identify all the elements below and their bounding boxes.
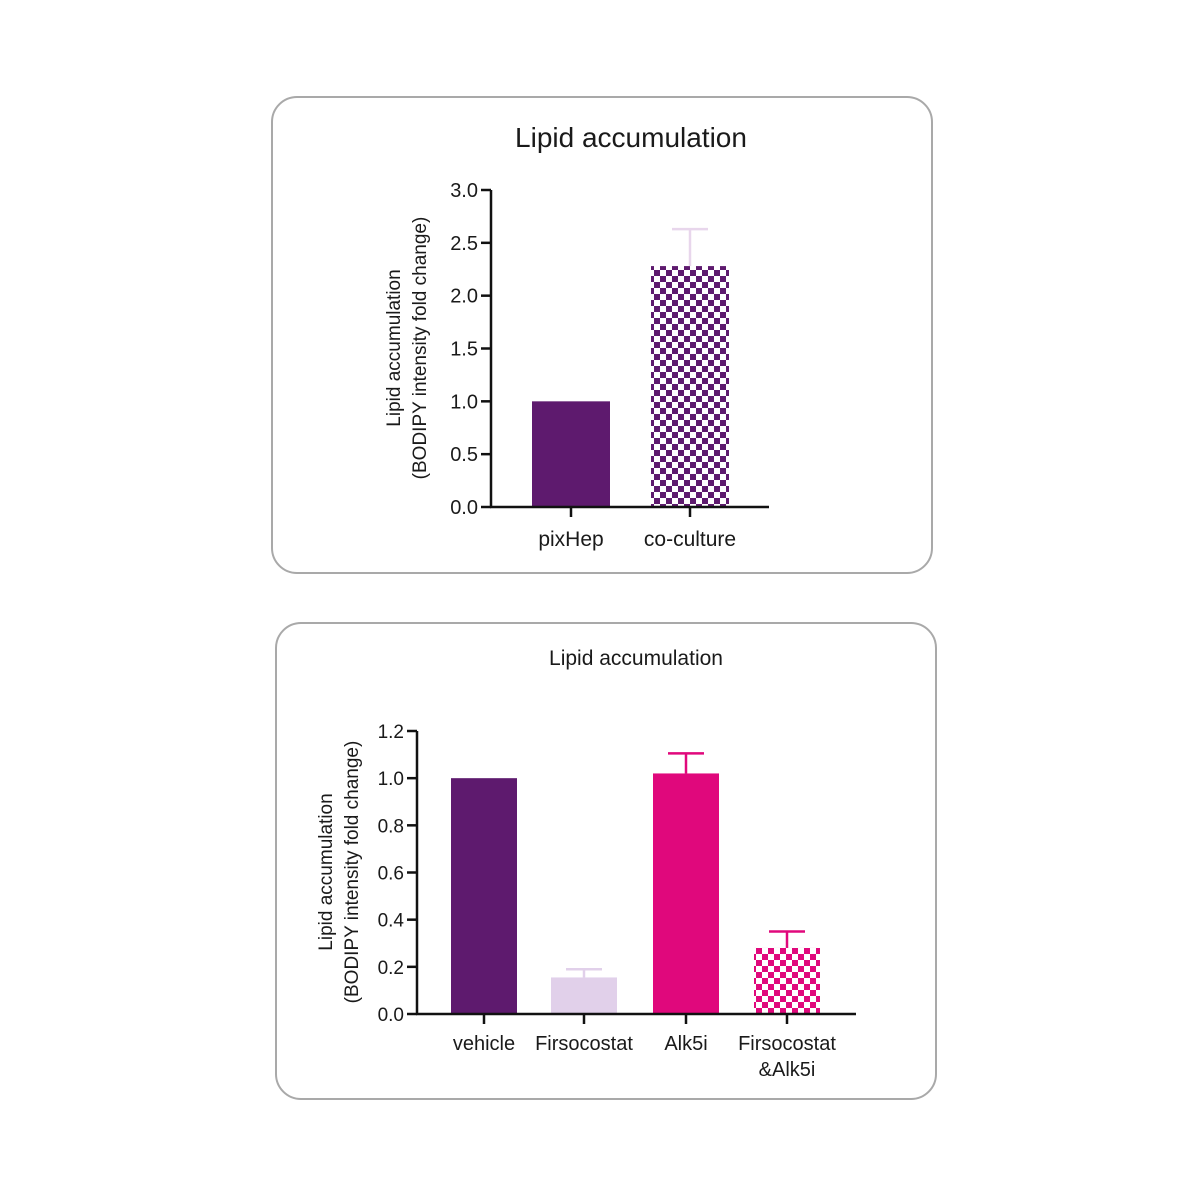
bar [451,778,517,1014]
chart-panel-2 [275,622,937,1100]
y-tick-label: 2.5 [450,233,478,255]
bar [754,947,820,1014]
y-tick-label: 1.0 [378,769,404,790]
y-tick-label: 0.6 [378,864,404,885]
y-tick-label: 0.2 [378,958,404,979]
y-axis-label-line: (BODIPY intensity fold change) [342,741,363,1004]
y-tick-label: 0.0 [450,497,478,519]
y-tick-label: 0.5 [450,444,478,466]
x-tick-label: vehicle [453,1033,515,1055]
bar [653,773,719,1014]
y-tick-label: 3.0 [450,180,478,202]
y-tick-label: 0.4 [378,911,405,932]
x-tick-label: co-culture [644,528,736,551]
y-tick-label: 1.0 [450,391,478,413]
x-tick-label: Firsocostat [535,1033,633,1055]
bar [551,977,617,1014]
chart-title: Lipid accumulation [515,122,747,153]
bar [532,401,610,507]
y-tick-label: 2.0 [450,286,478,308]
y-tick-label: 1.2 [378,722,404,743]
y-tick-label: 0.0 [378,1005,404,1026]
bar [651,266,729,507]
x-tick-label: &Alk5i [759,1059,816,1081]
y-axis-label-line: Lipid accumulation [384,269,405,426]
y-axis-label-line: Lipid accumulation [316,793,337,950]
x-tick-label: Alk5i [664,1033,707,1055]
y-tick-label: 0.8 [378,816,404,837]
x-tick-label: pixHep [538,528,603,551]
y-tick-label: 1.5 [450,339,478,361]
y-axis-label-line: (BODIPY intensity fold change) [410,217,431,480]
x-tick-label: Firsocostat [738,1033,836,1055]
chart-title: Lipid accumulation [549,647,723,670]
